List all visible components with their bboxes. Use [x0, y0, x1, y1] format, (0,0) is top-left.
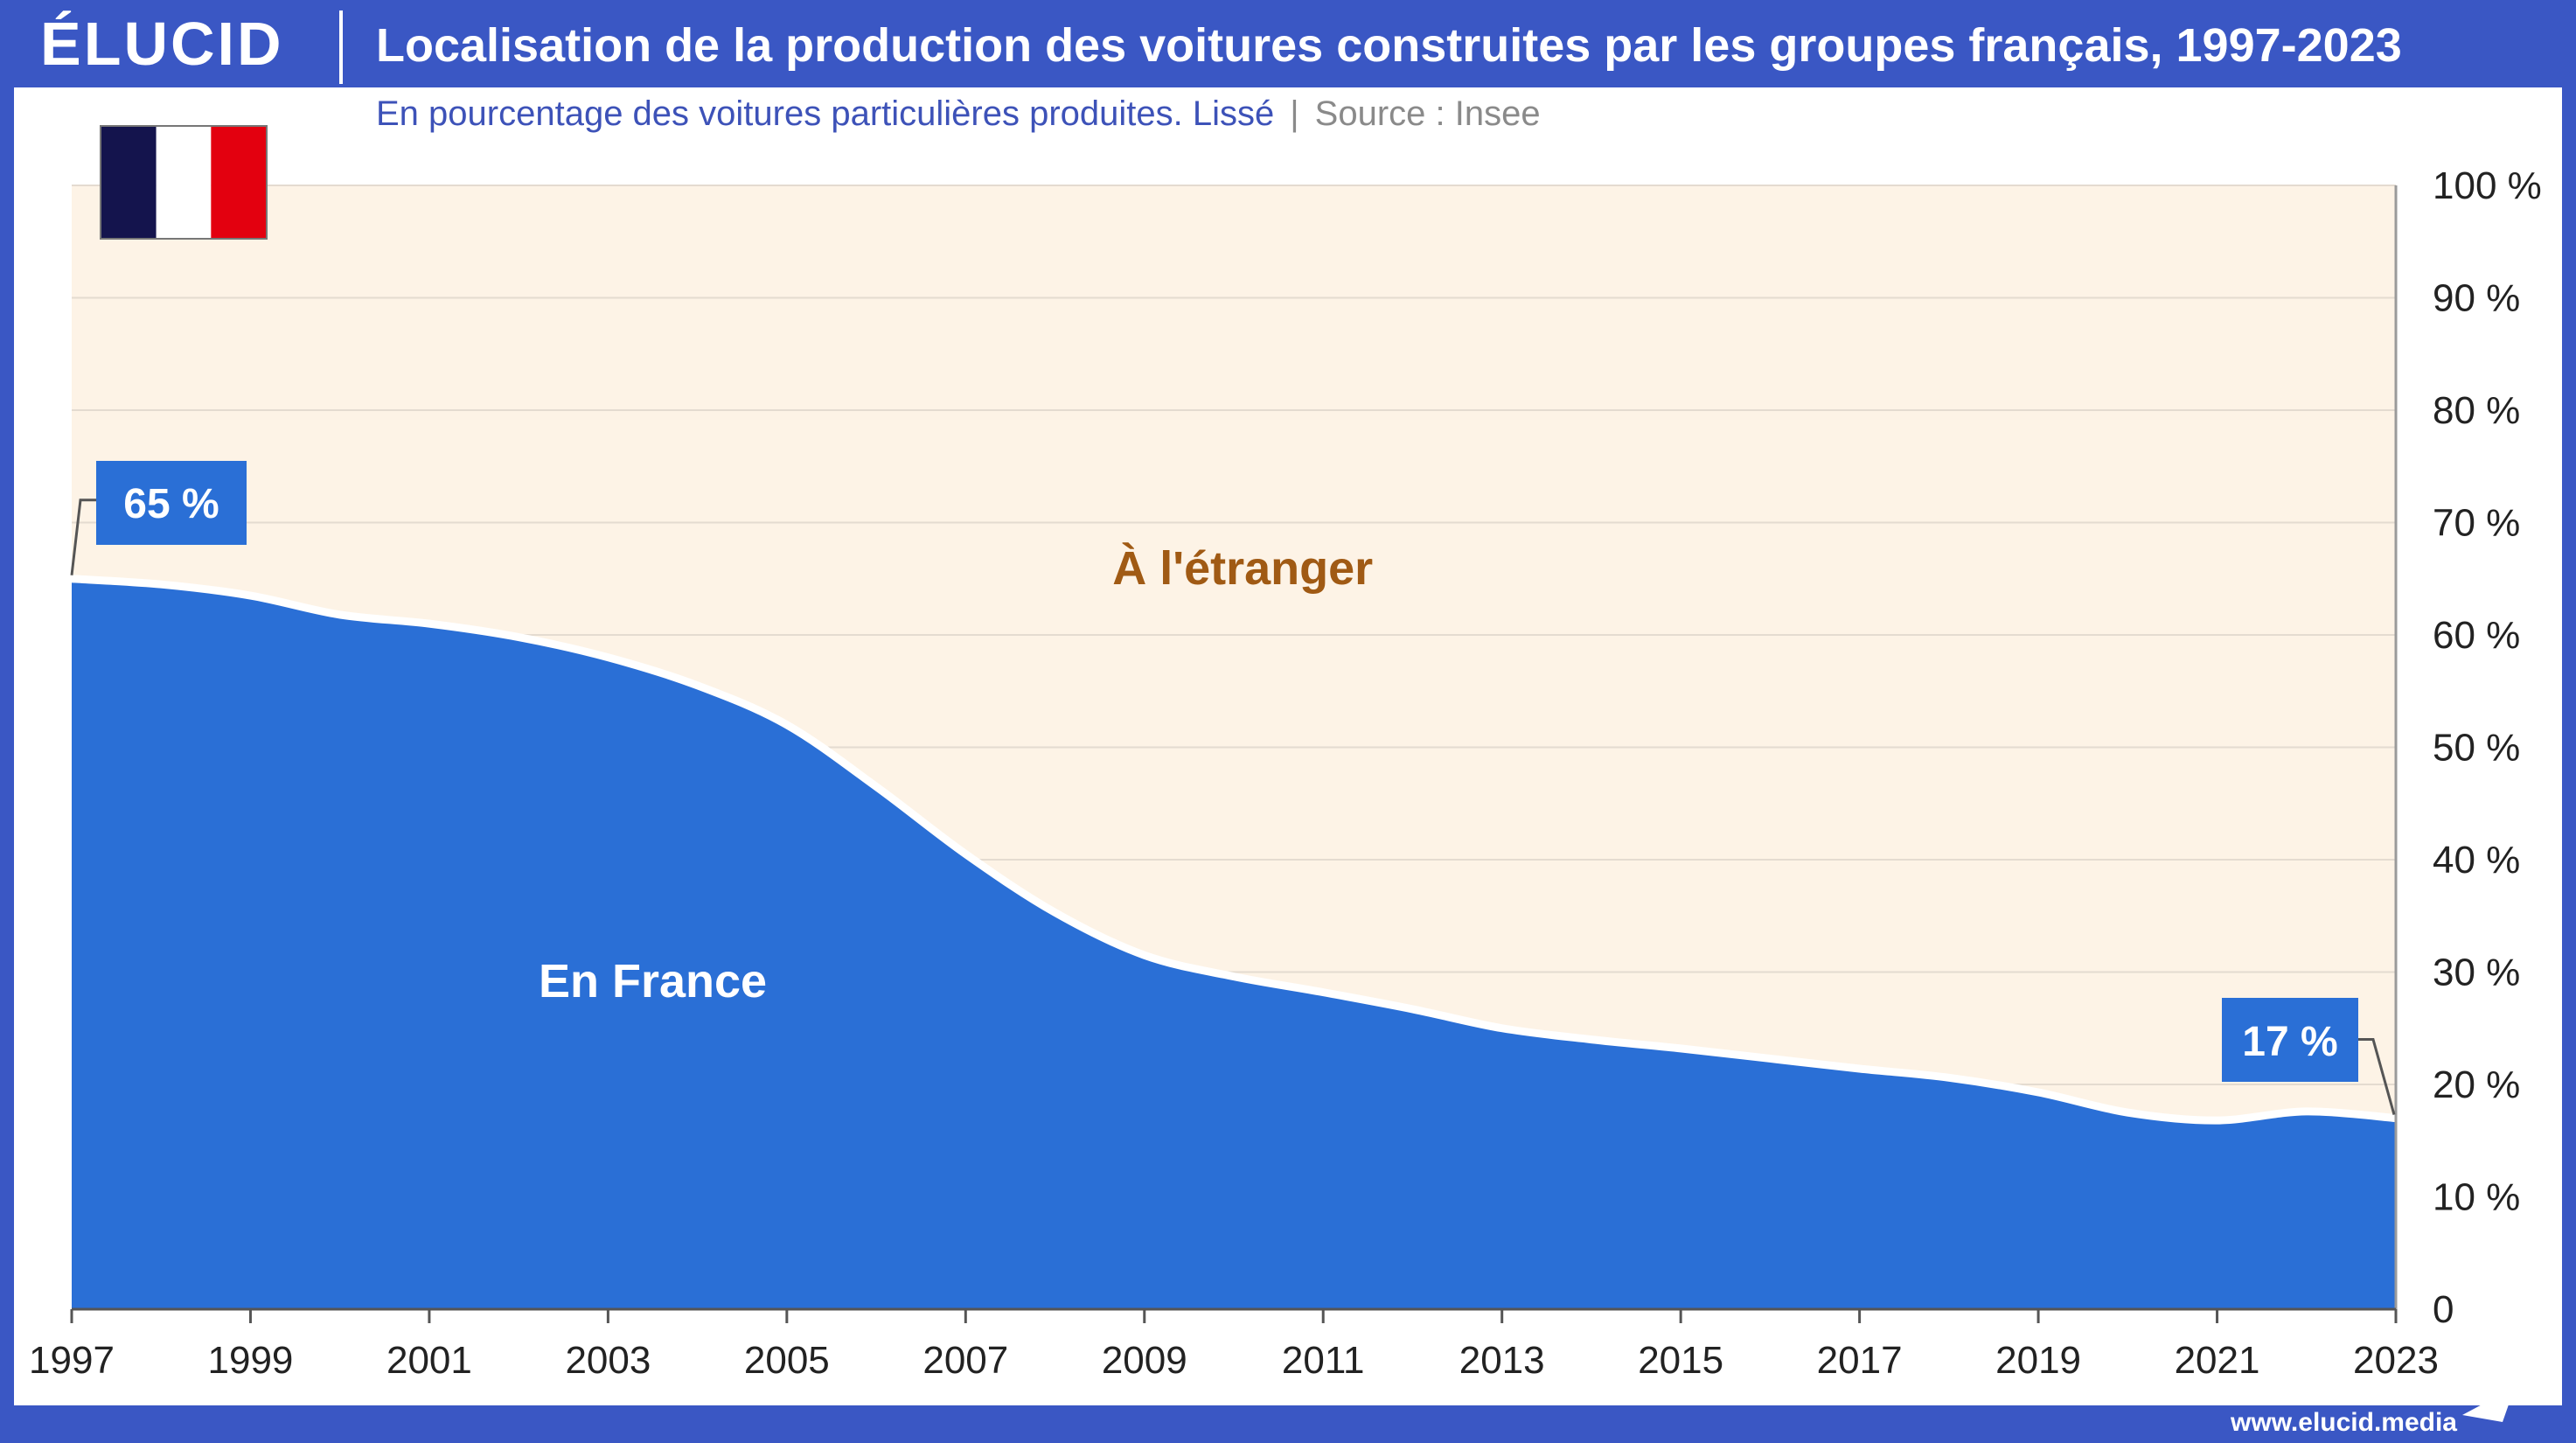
x-tick-label: 2021	[2175, 1339, 2260, 1382]
chart-subtitle: En pourcentage des voitures particulière…	[376, 94, 1541, 134]
callout-leader-start	[70, 498, 96, 575]
callout-value-end: 17 %	[2242, 1019, 2337, 1065]
y-tick-label: 0	[2433, 1288, 2454, 1331]
x-tick-label: 2013	[1459, 1339, 1545, 1382]
x-tick-label: 2011	[1282, 1339, 1365, 1382]
y-tick-label: 40 %	[2433, 839, 2520, 882]
callout-box-end	[2222, 998, 2358, 1082]
y-tick-label: 60 %	[2433, 614, 2520, 657]
flag-stripe-blue	[101, 127, 157, 238]
x-tick-label: 2003	[565, 1339, 651, 1382]
france-area-outline	[71, 575, 2397, 1125]
abroad-area-label: À l'étranger	[1112, 542, 1373, 595]
y-tick-label: 70 %	[2433, 502, 2520, 545]
x-tick-label: 2001	[386, 1339, 472, 1382]
elucid-arrow-icon	[2462, 1387, 2515, 1422]
flag-stripe-red	[211, 127, 266, 238]
y-tick-label: 80 %	[2433, 389, 2520, 432]
x-tick-label: 1997	[29, 1339, 115, 1382]
callout-leader-end	[2357, 1038, 2396, 1115]
x-tick-label: 2017	[1817, 1339, 1903, 1382]
chart-title: Localisation de la production des voitur…	[376, 19, 2402, 72]
subtitle-separator: |	[1290, 94, 1299, 133]
x-tick-label: 1999	[208, 1339, 294, 1382]
y-tick-label: 10 %	[2433, 1176, 2520, 1219]
france-area-label: En France	[539, 955, 767, 1007]
y-tick-label: 100 %	[2433, 164, 2542, 207]
y-tick-label: 20 %	[2433, 1063, 2520, 1106]
x-tick-label: 2019	[1995, 1339, 2081, 1382]
header-divider	[339, 10, 343, 84]
header-bar: ÉLUCID Localisation de la production des…	[0, 0, 2576, 87]
x-tick-label: 2007	[922, 1339, 1008, 1382]
x-tick-label: 2015	[1638, 1339, 1723, 1382]
source-text: Source : Insee	[1314, 94, 1541, 133]
footer-url[interactable]: www.elucid.media	[2231, 1408, 2457, 1437]
x-tick-label: 2009	[1102, 1339, 1187, 1382]
elucid-logo: ÉLUCID	[40, 10, 284, 78]
france-flag-icon	[100, 125, 268, 240]
y-tick-label: 90 %	[2433, 277, 2520, 320]
callout-box-start	[96, 461, 247, 545]
y-tick-label: 30 %	[2433, 952, 2520, 994]
x-tick-label: 2023	[2353, 1339, 2439, 1382]
subtitle-text: En pourcentage des voitures particulière…	[376, 94, 1275, 133]
callout-value-start: 65 %	[123, 481, 219, 527]
france-area	[72, 578, 2396, 1309]
x-tick-label: 2005	[744, 1339, 830, 1382]
y-tick-label: 50 %	[2433, 727, 2520, 770]
flag-stripe-white	[156, 127, 212, 238]
